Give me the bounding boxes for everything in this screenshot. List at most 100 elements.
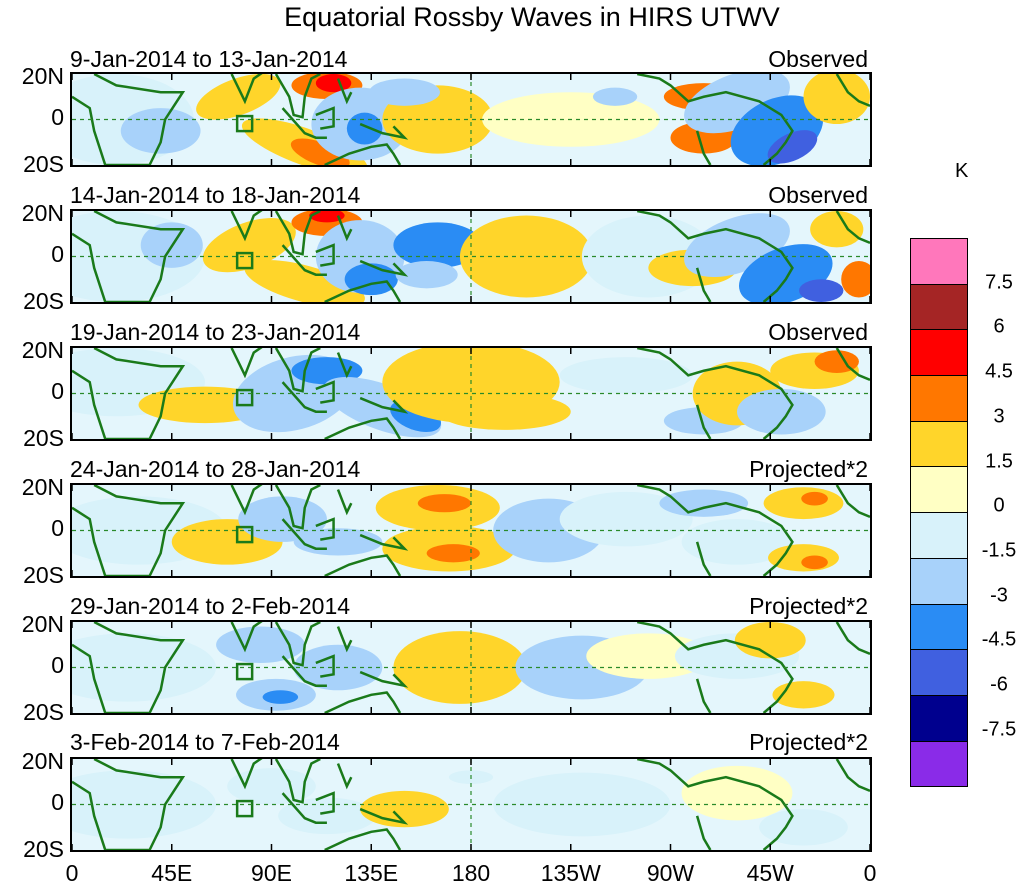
longitude-label: 90E — [251, 860, 292, 886]
coastline — [336, 626, 353, 653]
anomaly-contour — [437, 393, 571, 430]
coastline — [695, 267, 712, 302]
coastline — [336, 78, 353, 105]
coastline — [315, 243, 335, 267]
longitude-label: 0 — [863, 860, 877, 886]
reference-box — [235, 662, 254, 681]
reference-box — [235, 525, 254, 544]
map-panel — [70, 346, 872, 441]
coastline — [336, 352, 353, 379]
colorbar-level-label: 6 — [993, 315, 1005, 338]
coastline — [324, 554, 402, 576]
coastline — [695, 130, 712, 165]
anomaly-contour — [810, 211, 864, 248]
colorbar-swatch — [910, 283, 968, 330]
colorbar-swatch — [910, 329, 968, 376]
latitude-label: 20S — [23, 836, 64, 862]
coastline — [315, 791, 335, 815]
anomaly-field — [72, 485, 870, 576]
map-title: Equatorial Rossby Waves in HIRS UTWV — [284, 2, 780, 32]
coastline — [359, 807, 409, 825]
longitude-label: 135W — [540, 860, 601, 886]
coastline — [230, 74, 263, 105]
coastline — [281, 792, 327, 824]
anomaly-contour — [120, 108, 201, 154]
colorbar-level-label: -3 — [990, 584, 1008, 607]
coastline — [835, 759, 870, 793]
coastline — [274, 485, 321, 530]
coastline — [336, 763, 353, 790]
colorbar-swatch — [910, 740, 968, 788]
coastline — [835, 74, 870, 108]
longitude-label: 135E — [344, 860, 399, 886]
panel-date-range: 14-Jan-2014 to 18-Jan-2014 — [70, 182, 361, 208]
coastline — [72, 211, 186, 302]
panel-date-range: 29-Jan-2014 to 2-Feb-2014 — [70, 593, 351, 619]
latitude-label: 20N — [21, 474, 64, 500]
anomaly-contour — [426, 544, 480, 563]
anomaly-contour — [763, 487, 844, 520]
coastline — [72, 485, 186, 576]
anomaly-contour — [592, 87, 638, 106]
coastline — [695, 541, 712, 576]
coastline — [835, 622, 870, 656]
anomaly-contour — [759, 809, 848, 846]
coastline — [281, 107, 327, 139]
latitude-label: 20S — [23, 562, 64, 588]
map-panel — [70, 757, 872, 852]
anomaly-field — [72, 348, 870, 439]
panel-kind-label: Projected*2 — [749, 593, 868, 619]
map-panel — [70, 72, 872, 167]
coastline — [636, 485, 794, 576]
longitude-label: 0 — [65, 860, 79, 886]
coastline — [336, 489, 353, 516]
map-panel — [70, 209, 872, 304]
anomaly-contour — [459, 215, 593, 298]
anomaly-contour — [559, 491, 693, 547]
anomaly-contour — [369, 78, 440, 106]
latitude-label: 20S — [23, 425, 64, 451]
coastline — [230, 348, 263, 379]
coastline — [359, 533, 409, 551]
colorbar-unit-label: K — [955, 160, 969, 182]
coastline — [359, 670, 409, 688]
coastline — [636, 622, 794, 713]
panel-kind-label: Projected*2 — [749, 729, 868, 755]
coastline — [835, 211, 870, 245]
reference-box — [235, 388, 254, 407]
colorbar-level-label: -1.5 — [981, 539, 1017, 562]
panel-kind-label: Projected*2 — [749, 456, 868, 482]
anomaly-contour — [202, 218, 296, 273]
colorbar-level-label: 7.5 — [985, 271, 1013, 294]
anomaly-contour — [734, 622, 806, 659]
anomaly-contour — [681, 519, 793, 565]
coastline — [274, 759, 321, 804]
reference-box — [235, 251, 254, 270]
latitude-label: 0 — [51, 104, 64, 130]
coastline — [636, 74, 794, 165]
anomaly-field — [72, 211, 870, 302]
coastline — [274, 348, 321, 393]
anomaly-field — [72, 74, 870, 165]
coastline — [315, 517, 335, 541]
coastline — [324, 691, 402, 713]
colorbar-swatch — [910, 603, 968, 650]
anomaly-contour — [346, 112, 383, 145]
coastline — [636, 759, 794, 850]
anomaly-field — [72, 759, 870, 850]
coastline — [324, 143, 402, 165]
latitude-label: 20N — [21, 337, 64, 363]
longitude-label: 45W — [746, 860, 794, 886]
anomaly-contour — [799, 279, 844, 302]
coastline — [230, 485, 263, 516]
colorbar — [910, 238, 968, 788]
panel-kind-label: Observed — [768, 319, 868, 345]
colorbar-level-label: 4.5 — [985, 360, 1013, 383]
colorbar-level-label: -6 — [990, 673, 1008, 696]
latitude-label: 0 — [51, 789, 64, 815]
anomaly-contour — [681, 765, 793, 821]
coastline — [324, 417, 402, 439]
latitude-label: 20N — [21, 611, 64, 637]
anomaly-contour — [395, 261, 458, 289]
latitude-label: 20N — [21, 200, 64, 226]
